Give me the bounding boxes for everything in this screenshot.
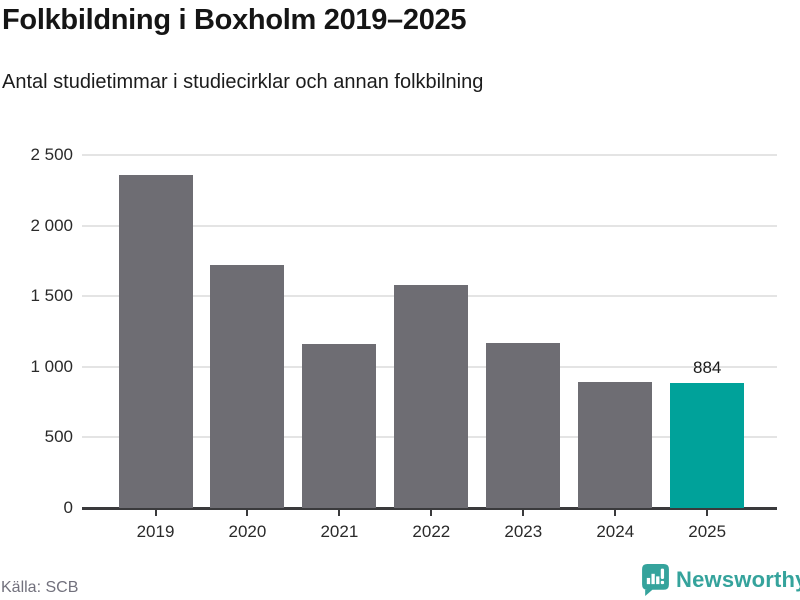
bar-2023	[486, 342, 561, 508]
newsworthy-speech-bubble-bar-chart-icon	[642, 564, 669, 596]
x-axis-label-2023: 2023	[504, 522, 543, 541]
bar-2020	[210, 265, 285, 508]
newsworthy-logo: Newsworthy	[642, 564, 800, 596]
x-axis-tick	[614, 509, 617, 516]
x-axis-tick	[430, 509, 433, 516]
source-label: Källa: SCB	[1, 579, 79, 596]
newsworthy-wordmark: Newsworthy	[676, 567, 800, 592]
bar-2022	[394, 284, 469, 508]
bar-2024	[578, 381, 653, 508]
x-axis-label-2020: 2020	[228, 522, 267, 541]
y-axis-tick-label: 2 500	[30, 145, 73, 164]
y-axis-tick-label: 500	[44, 427, 73, 447]
x-axis-line	[82, 506, 777, 510]
bar-2019	[118, 174, 193, 508]
x-axis-tick	[154, 509, 157, 516]
y-axis-tick-label: 2 000	[30, 215, 73, 235]
x-axis-label-2022: 2022	[412, 522, 451, 541]
x-axis-label-2019: 2019	[136, 522, 175, 541]
chart-subtitle: Antal studietimmar i studiecirklar och a…	[2, 71, 484, 93]
x-axis-tick	[522, 509, 525, 516]
chart-title: Folkbildning i Boxholm 2019–2025	[2, 4, 467, 36]
gridline-2000	[82, 224, 777, 227]
x-axis-tick	[338, 509, 341, 516]
y-axis-tick-label: 1 000	[30, 356, 73, 376]
x-axis-tick	[706, 509, 709, 516]
x-axis-label-2025: 2025	[688, 522, 727, 541]
y-axis-tick-label: 0	[63, 498, 73, 517]
y-axis-tick-label: 1 500	[30, 286, 73, 306]
bar-2021	[302, 344, 377, 508]
bar-value-label: 884	[693, 358, 722, 378]
gridline-2500	[82, 154, 777, 156]
bar-2025	[670, 383, 745, 508]
x-axis-label-2024: 2024	[596, 522, 635, 541]
x-axis-label-2021: 2021	[320, 522, 359, 541]
x-axis-tick	[246, 509, 249, 516]
